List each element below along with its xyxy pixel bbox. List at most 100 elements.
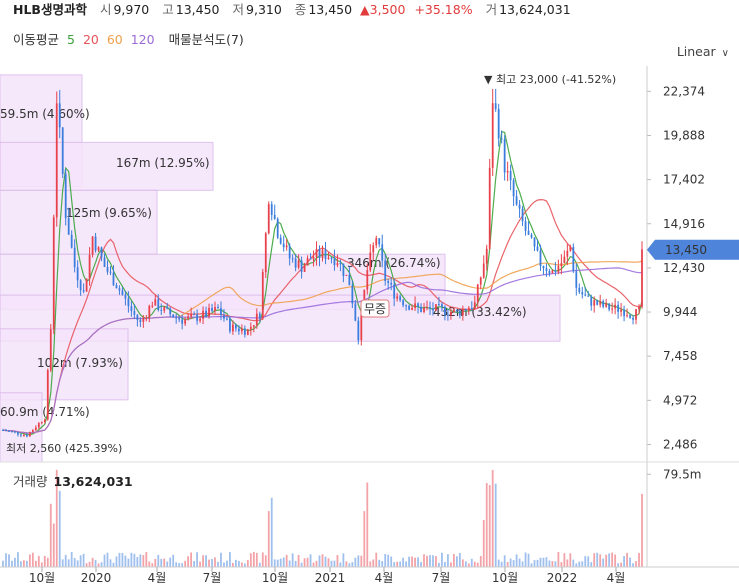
candle-body — [121, 290, 124, 295]
candle-body — [211, 307, 213, 312]
ma120-label: 120 — [130, 32, 155, 47]
candle-body — [638, 306, 640, 310]
candle-body — [387, 281, 390, 284]
candle-body — [139, 319, 142, 322]
volume-bar — [97, 563, 100, 567]
volume-bar — [497, 559, 500, 567]
candle-body — [393, 284, 396, 299]
volume-bar — [79, 555, 82, 567]
volume-bar — [476, 562, 479, 567]
volume-bar — [429, 555, 431, 567]
candle-body — [124, 294, 127, 299]
candle-body — [614, 304, 617, 309]
candle-body — [127, 298, 130, 307]
moving-average-legend[interactable]: 이동평균 5 20 60 120 매물분석도(7) — [13, 29, 248, 48]
candle-body — [112, 272, 115, 286]
volume-bar — [52, 523, 55, 567]
volume-bar — [596, 552, 599, 567]
volume-bar — [623, 556, 625, 567]
volume-bar — [232, 562, 234, 567]
volume-bar — [76, 560, 79, 567]
x-tick-label: 2022 — [547, 571, 578, 585]
candle-body — [40, 422, 43, 424]
candle-body — [369, 252, 372, 271]
volume-bar — [85, 563, 88, 567]
quote-header: HLB생명과학 시 9,970 고 13,450 저 9,310 종 13,450 ▲3… — [0, 0, 739, 22]
candle-body — [575, 271, 578, 288]
price-tick-label: 9,944 — [663, 305, 697, 319]
candle-body — [82, 290, 85, 292]
candle-body — [452, 309, 455, 312]
candle-body — [342, 263, 345, 276]
candle-body — [375, 238, 378, 246]
candle-body — [551, 270, 554, 274]
candle-body — [611, 308, 614, 310]
candle-body — [390, 283, 393, 285]
volume-profile-label: 매물분석도(7) — [168, 32, 244, 47]
candle-body — [8, 430, 10, 432]
volume-bar — [178, 563, 181, 567]
candle-body — [270, 204, 273, 215]
scale-dropdown[interactable]: Linear ∨ — [677, 44, 729, 59]
candle-body — [479, 277, 482, 285]
candle-body — [351, 285, 354, 304]
candle-body — [136, 314, 139, 320]
candle-body — [438, 304, 440, 306]
volume-bar — [408, 556, 410, 567]
candle-body — [285, 245, 288, 248]
price-tick-label: 19,888 — [663, 128, 705, 142]
candle-body — [581, 292, 584, 295]
candle-body — [208, 307, 210, 317]
volume-bar — [288, 560, 291, 567]
volume-bar — [533, 560, 536, 567]
ma60-label: 60 — [106, 32, 123, 47]
x-tick-label: 10월 — [262, 571, 288, 585]
volume-bar — [614, 554, 617, 567]
volume-bar — [255, 552, 258, 567]
volume-bar — [378, 559, 381, 567]
candle-body — [455, 309, 458, 312]
candle-body — [578, 287, 581, 293]
max-price-marker: ▼ 최고 23,000 (-41.52%) — [484, 73, 616, 86]
volume-bar — [157, 554, 160, 567]
volume-bar — [617, 563, 620, 567]
volume-bar — [563, 553, 566, 567]
candle-body — [509, 170, 512, 181]
volume-bar — [393, 562, 396, 567]
volume-bar — [246, 559, 249, 567]
volume-bar — [243, 563, 246, 567]
volume-bar — [467, 563, 470, 567]
candle-body — [530, 234, 533, 238]
candle-body — [318, 249, 321, 258]
candle-body — [512, 180, 515, 197]
volume-bar — [560, 562, 563, 567]
volume-bar — [503, 555, 506, 567]
x-tick-label: 4월 — [375, 571, 394, 585]
volume-bar — [187, 556, 190, 567]
volume-bar — [112, 562, 115, 567]
candle-body — [217, 306, 219, 309]
candle-body — [470, 308, 473, 310]
candle-body — [629, 315, 631, 318]
low-label: 저 — [232, 2, 245, 17]
volume-bar — [602, 558, 605, 567]
volume-bar — [58, 490, 61, 567]
volume-bar — [211, 558, 213, 567]
candle-body — [70, 234, 73, 248]
volume-bar — [294, 560, 297, 567]
stock-name[interactable]: HLB생명과학 — [13, 2, 87, 17]
candle-body — [43, 419, 46, 423]
volume-bar — [441, 552, 443, 567]
volume-bar — [315, 560, 318, 567]
volume-bar — [279, 558, 282, 567]
candle-body — [282, 243, 285, 248]
volume-bar — [357, 555, 360, 567]
close-value: 13,450 — [308, 2, 353, 17]
volume-bar — [500, 561, 503, 567]
candle-body — [5, 430, 7, 432]
candle-body — [58, 103, 61, 128]
event-badge-label: 무증 — [364, 302, 386, 316]
volume-bar — [399, 561, 402, 567]
candle-body — [608, 303, 611, 310]
